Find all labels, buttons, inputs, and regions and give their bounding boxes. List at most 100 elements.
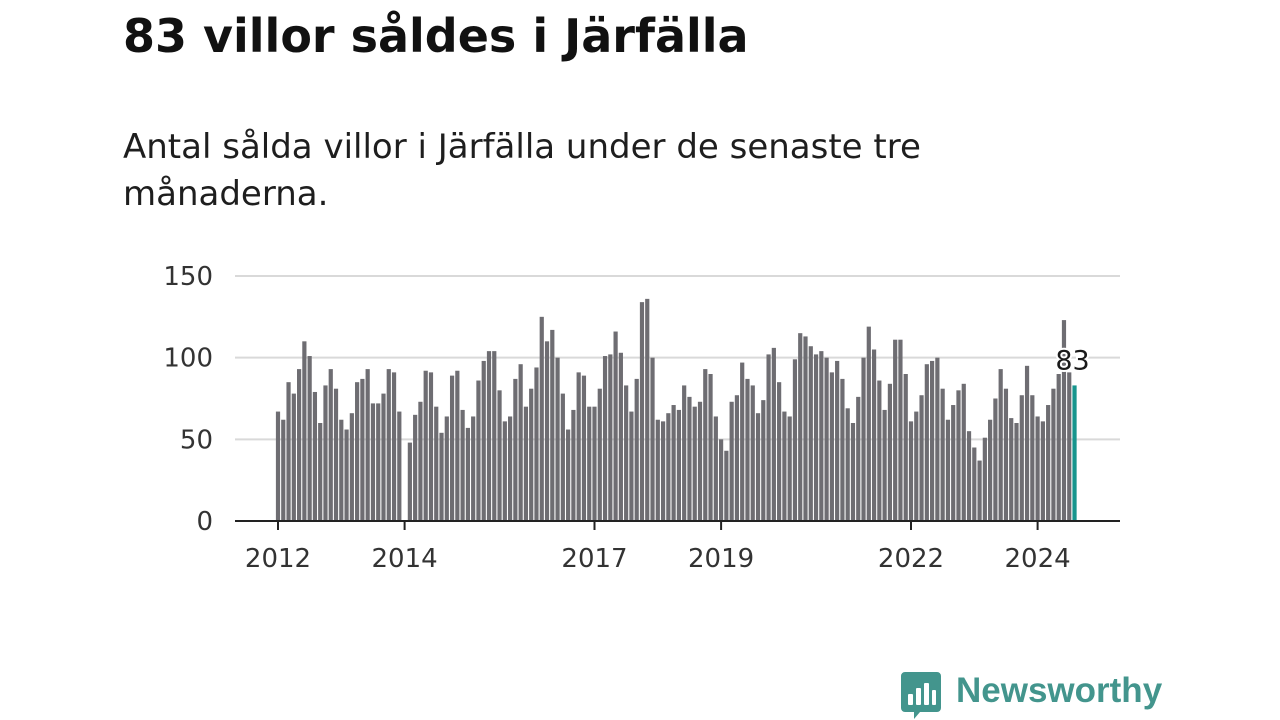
bar — [940, 388, 945, 521]
bar — [1067, 372, 1072, 521]
bar — [1061, 320, 1067, 521]
bar — [328, 369, 333, 521]
bar — [993, 398, 998, 521]
bar — [988, 419, 993, 521]
bar — [734, 395, 740, 521]
brand-name: Newsworthy — [956, 671, 1163, 710]
bar — [930, 360, 935, 521]
bar — [1051, 388, 1056, 521]
axes — [235, 520, 1120, 530]
bar — [1035, 416, 1040, 521]
bar — [777, 382, 782, 521]
bar — [460, 409, 465, 521]
bar — [729, 401, 734, 521]
x-tick-label: 2017 — [561, 544, 627, 574]
bar — [893, 339, 898, 521]
bar — [682, 385, 687, 521]
bar — [365, 369, 370, 521]
y-tick-label: 50 — [180, 425, 213, 455]
bar — [998, 369, 1003, 521]
bar — [861, 357, 866, 521]
newsworthy-logo[interactable]: Newsworthy — [900, 670, 1162, 720]
bar — [502, 421, 507, 521]
bar — [344, 429, 349, 521]
bar — [471, 416, 476, 521]
bar — [692, 406, 697, 521]
bar — [671, 405, 676, 521]
bar — [919, 395, 924, 521]
bar — [856, 396, 861, 521]
bar — [1019, 395, 1024, 521]
bar — [634, 378, 639, 521]
bar — [840, 378, 845, 521]
labels: 0 50 100 150 2012 2014 2017 2019 2022 2024 83 — [163, 262, 1091, 574]
bar — [376, 403, 381, 521]
bar — [407, 442, 412, 521]
bar — [618, 352, 623, 521]
bar — [871, 349, 877, 521]
bar — [434, 406, 439, 521]
bar — [307, 356, 312, 521]
bar — [650, 357, 655, 521]
bar — [945, 419, 951, 521]
bar — [544, 341, 550, 521]
x-tick-label: 2024 — [1005, 544, 1071, 574]
chart-subtitle: Antal sålda villor i Järfälla under de s… — [123, 127, 921, 214]
bar — [1003, 388, 1009, 521]
bar — [645, 298, 650, 521]
bar — [297, 369, 302, 521]
highlight-data-label: 83 — [1055, 345, 1089, 376]
bar — [761, 400, 766, 521]
bar — [755, 413, 761, 521]
bar — [819, 351, 824, 521]
bar — [782, 411, 787, 521]
bar — [787, 416, 792, 521]
bar — [355, 382, 360, 521]
bar — [481, 360, 486, 521]
bar — [745, 378, 750, 521]
bar — [713, 416, 718, 521]
bar — [587, 406, 592, 521]
bar — [523, 406, 529, 521]
x-tick-label: 2012 — [245, 544, 311, 574]
bar — [624, 385, 629, 521]
bar — [639, 302, 645, 521]
bar — [428, 372, 434, 521]
bar — [339, 419, 344, 521]
bar — [703, 369, 708, 521]
bar — [302, 341, 307, 521]
bar — [935, 357, 940, 521]
bar — [275, 411, 281, 521]
bar — [391, 372, 397, 521]
bar — [386, 369, 391, 521]
bar — [497, 390, 502, 521]
bar — [708, 374, 713, 521]
bar — [824, 357, 829, 521]
bar — [608, 354, 613, 521]
bar — [602, 356, 608, 521]
bar — [529, 388, 534, 521]
bar — [866, 326, 871, 521]
bar — [655, 419, 660, 521]
bar — [750, 385, 755, 521]
bar — [518, 364, 523, 521]
bar — [370, 403, 376, 521]
bar — [1014, 423, 1019, 521]
bar — [961, 383, 966, 521]
bar — [439, 432, 444, 521]
bar — [333, 388, 339, 521]
bar — [486, 351, 492, 521]
bar — [581, 375, 587, 521]
x-tick-label: 2014 — [372, 544, 438, 574]
bar — [566, 429, 571, 521]
bar — [613, 331, 618, 521]
bar — [903, 374, 908, 521]
y-tick-label: 0 — [196, 507, 213, 537]
bar — [455, 370, 460, 521]
bar — [719, 439, 724, 521]
bar — [829, 372, 834, 521]
bar — [792, 359, 798, 521]
bar — [982, 437, 987, 521]
bar — [951, 405, 956, 521]
